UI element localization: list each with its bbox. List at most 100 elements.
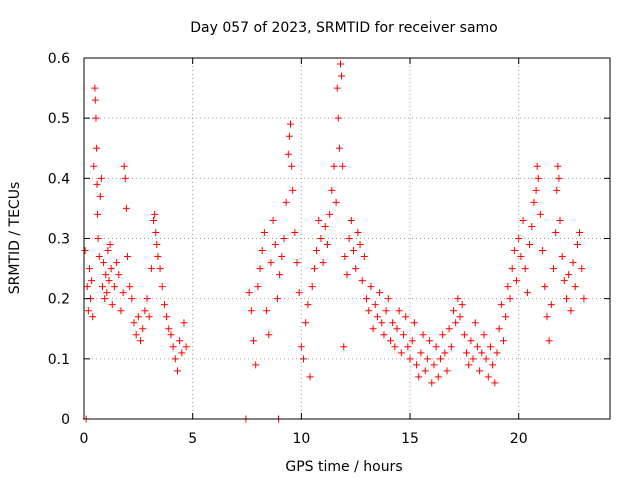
data-point xyxy=(128,295,136,303)
data-point xyxy=(304,301,312,309)
data-point xyxy=(580,295,588,303)
data-point xyxy=(486,343,494,351)
data-point xyxy=(534,174,542,182)
data-point xyxy=(555,174,563,182)
data-point xyxy=(447,343,455,351)
x-tick-label: 10 xyxy=(292,431,310,447)
data-point xyxy=(108,301,116,309)
data-point xyxy=(132,331,140,339)
data-point xyxy=(117,307,125,315)
data-point xyxy=(295,289,303,297)
data-points xyxy=(81,60,588,423)
data-point xyxy=(332,198,340,206)
x-tick-label: 20 xyxy=(510,431,528,447)
data-point xyxy=(96,192,104,200)
data-point xyxy=(360,253,368,261)
data-point xyxy=(504,283,512,291)
data-point xyxy=(163,313,171,321)
data-point xyxy=(460,331,468,339)
data-point xyxy=(413,361,421,369)
data-point xyxy=(519,216,527,224)
data-point xyxy=(97,174,105,182)
data-point xyxy=(426,337,434,345)
data-point xyxy=(523,289,531,297)
data-point xyxy=(545,337,553,345)
data-point xyxy=(293,259,301,267)
data-point xyxy=(130,319,138,327)
data-point xyxy=(573,241,581,249)
data-point xyxy=(284,150,292,158)
data-point xyxy=(491,379,499,387)
y-tick-label: 0.3 xyxy=(48,232,70,248)
data-point xyxy=(345,235,353,242)
data-point xyxy=(358,277,366,285)
data-point xyxy=(502,313,510,321)
x-tick-label: 15 xyxy=(401,431,419,447)
data-point xyxy=(165,325,173,333)
data-point xyxy=(386,337,394,345)
data-point xyxy=(180,319,188,327)
data-point xyxy=(85,265,93,273)
data-point xyxy=(508,265,516,273)
data-point xyxy=(506,295,514,303)
data-point xyxy=(182,343,190,351)
data-point xyxy=(269,216,277,224)
data-point xyxy=(319,259,327,267)
data-point xyxy=(297,343,305,351)
y-tick-label: 0.6 xyxy=(48,51,70,67)
data-point xyxy=(282,198,290,206)
data-point xyxy=(489,361,497,369)
data-point xyxy=(395,307,403,315)
data-point xyxy=(291,228,299,236)
data-point xyxy=(556,216,564,224)
data-point xyxy=(406,355,414,363)
data-point xyxy=(340,343,348,351)
data-point xyxy=(565,271,573,279)
data-point xyxy=(141,307,149,315)
data-point xyxy=(404,343,412,351)
data-point xyxy=(539,247,547,255)
data-point xyxy=(484,373,492,381)
data-point xyxy=(106,241,114,249)
data-point xyxy=(560,277,568,285)
data-point xyxy=(493,349,501,357)
data-point xyxy=(167,331,175,339)
data-point xyxy=(302,319,310,327)
data-point xyxy=(454,295,462,303)
data-point xyxy=(336,60,344,68)
y-axis-title: SRMTID / TECUs xyxy=(7,182,23,295)
data-point xyxy=(352,265,360,273)
data-point xyxy=(160,301,168,309)
data-point xyxy=(467,337,475,345)
data-point xyxy=(95,253,103,261)
data-point xyxy=(419,331,427,339)
x-tick-label: 0 xyxy=(80,431,89,447)
data-point xyxy=(156,265,164,273)
data-point xyxy=(480,331,488,339)
data-point xyxy=(339,162,347,170)
data-point xyxy=(541,283,549,291)
data-point xyxy=(178,349,186,357)
data-point xyxy=(105,277,113,285)
data-point xyxy=(382,307,390,315)
data-point xyxy=(533,162,541,170)
data-point xyxy=(371,301,379,309)
data-point xyxy=(265,331,273,339)
data-point xyxy=(393,325,401,333)
data-point xyxy=(482,355,490,363)
data-point xyxy=(317,235,325,242)
data-point xyxy=(463,349,471,357)
data-point xyxy=(245,289,253,297)
data-point xyxy=(139,325,147,333)
data-point xyxy=(271,241,279,249)
data-point xyxy=(83,283,91,291)
chart-title: Day 057 of 2023, SRMTID for receiver sam… xyxy=(190,20,498,36)
data-point xyxy=(423,355,431,363)
data-point xyxy=(347,216,355,224)
data-point xyxy=(267,259,275,267)
data-point xyxy=(439,331,447,339)
data-point xyxy=(88,277,96,285)
data-point xyxy=(158,283,166,291)
data-point xyxy=(321,222,329,230)
